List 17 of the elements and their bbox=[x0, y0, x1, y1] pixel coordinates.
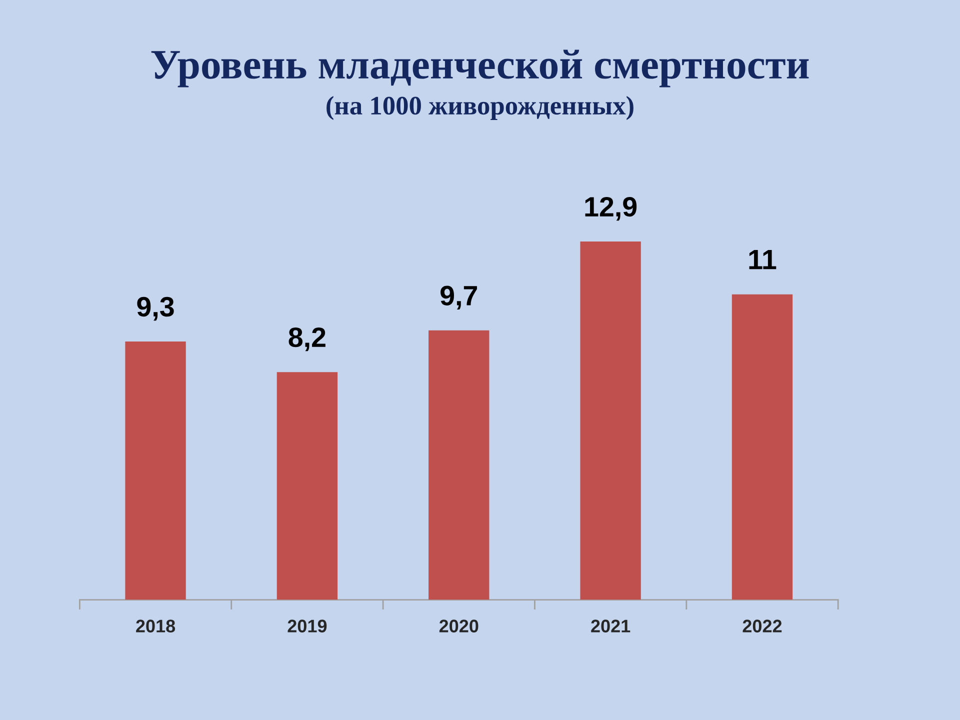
data-label: 12,9 bbox=[585, 196, 637, 221]
data-label: 9,7 bbox=[440, 286, 477, 310]
data-label: 9,3 bbox=[137, 296, 174, 321]
data-label: 8,2 bbox=[288, 327, 326, 352]
bar bbox=[580, 242, 641, 600]
data-label: 11 bbox=[749, 250, 776, 270]
chart-subtitle: (на 1000 живорожденных) bbox=[326, 96, 634, 120]
x-tick-label: 2022 bbox=[742, 620, 782, 632]
x-tick-label: 2020 bbox=[439, 620, 478, 632]
bar bbox=[428, 330, 490, 600]
bar bbox=[125, 342, 186, 600]
chart-title: Уровень младенческой смертности bbox=[151, 50, 809, 88]
x-tick-label: 2018 bbox=[136, 620, 176, 632]
bar bbox=[732, 294, 793, 600]
bar bbox=[276, 372, 338, 600]
x-tick-label: 2019 bbox=[288, 620, 327, 632]
x-tick-label: 2021 bbox=[591, 620, 630, 632]
